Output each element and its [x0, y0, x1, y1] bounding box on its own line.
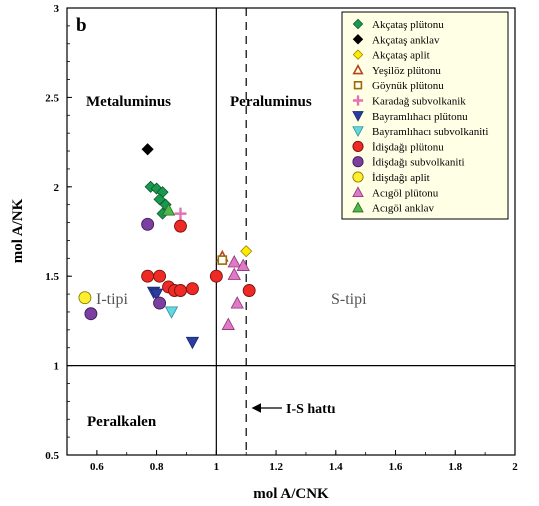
legend-label: İdişdağı subvolkaniti [372, 157, 465, 169]
y-tick-label: 3 [54, 3, 60, 15]
legend-label: Göynük plütonu [372, 80, 444, 92]
region-label-i-tipi: I-tipi [96, 291, 129, 308]
legend-label: Acıgöl anklav [372, 203, 435, 215]
data-point [174, 219, 187, 233]
legend-label: Bayramlıhacı plütonu [372, 111, 468, 123]
legend-label: Akçataş anklav [372, 34, 440, 46]
y-tick-label: 1.5 [45, 271, 59, 283]
data-point [227, 267, 241, 280]
y-tick-label: 2.5 [45, 92, 59, 104]
data-point [164, 306, 179, 319]
region-label-s-tipi: S-tipi [331, 291, 367, 308]
x-tick-label: 1 [214, 461, 220, 473]
legend-label: Yeşilöz plütonu [372, 65, 441, 77]
legend: Akçataş plütonu Akçataş anklav Akçataş apl… [341, 11, 509, 220]
x-tick-label: 0.6 [90, 461, 104, 473]
y-axis-label: mol A/NK [10, 198, 26, 263]
data-points [78, 143, 256, 350]
data-point [221, 317, 235, 330]
data-point [141, 269, 155, 283]
x-tick-label: 2 [512, 461, 518, 473]
data-point [240, 245, 253, 258]
data-point [185, 336, 200, 350]
data-point [161, 203, 176, 216]
data-point [236, 258, 250, 271]
y-tick-label: 1 [54, 361, 60, 373]
region-label-metaluminus: Metaluminus [86, 94, 171, 110]
data-point [227, 255, 241, 268]
data-point [153, 269, 167, 283]
region-label-peraluminus: Peraluminus [230, 94, 312, 110]
legend-marker [352, 95, 364, 106]
legend-label: İdişdağı aplit [372, 172, 430, 184]
y-tick-label: 0.5 [45, 450, 59, 462]
x-axis-label: mol A/CNK [253, 486, 329, 502]
data-point [174, 284, 187, 297]
legend-marker [352, 186, 364, 198]
data-point [174, 207, 187, 220]
data-point [153, 296, 167, 310]
data-point [78, 291, 92, 305]
legend-marker [352, 201, 364, 213]
region-label-peralkalen: Peralkalen [87, 414, 157, 430]
data-point [141, 217, 155, 231]
panel-label: b [76, 15, 87, 36]
x-tick-label: 1.6 [389, 461, 403, 473]
legend-label: Akçataş aplit [372, 50, 430, 62]
legend-label: Acıgöl plütonu [372, 187, 439, 199]
x-tick-label: 1.8 [448, 461, 462, 473]
legend-marker [352, 156, 364, 168]
y-tick-label: 2 [54, 182, 60, 194]
legend-marker [352, 49, 364, 60]
legend-label: Bayramlıhacı subvolkaniti [372, 126, 488, 138]
legend-marker [352, 140, 364, 152]
legend-label: İdişdağı plütonu [372, 141, 444, 153]
plot-frame [66, 7, 516, 456]
legend-label: Akçataş plütonu [372, 19, 444, 31]
legend-marker [352, 34, 364, 45]
data-point [217, 255, 228, 265]
data-point [242, 284, 256, 297]
data-point [230, 296, 244, 309]
legend-label: Karadağ subvolkanik [372, 96, 466, 108]
legend-marker [352, 18, 364, 30]
y-axis-ticks: 0.5 1 1.5 2 2.5 3 [45, 3, 72, 462]
data-point [185, 282, 199, 296]
i-s-annotation-label: I-S hattı [286, 402, 336, 417]
x-tick-label: 1.4 [329, 461, 343, 473]
legend-marker [352, 111, 364, 122]
data-point [141, 143, 154, 156]
data-point [209, 269, 223, 283]
legend-box [341, 11, 509, 220]
x-tick-label: 0.8 [150, 461, 164, 473]
data-point [149, 288, 164, 301]
legend-marker [352, 63, 364, 75]
x-tick-label: 1.2 [269, 461, 283, 473]
x-axis-ticks: 0.6 0.8 1 1.2 1.4 1.6 1.8 2 [66, 450, 518, 473]
data-point [84, 307, 98, 321]
legend-marker [353, 81, 363, 90]
legend-marker [352, 126, 364, 138]
legend-marker [352, 171, 364, 183]
